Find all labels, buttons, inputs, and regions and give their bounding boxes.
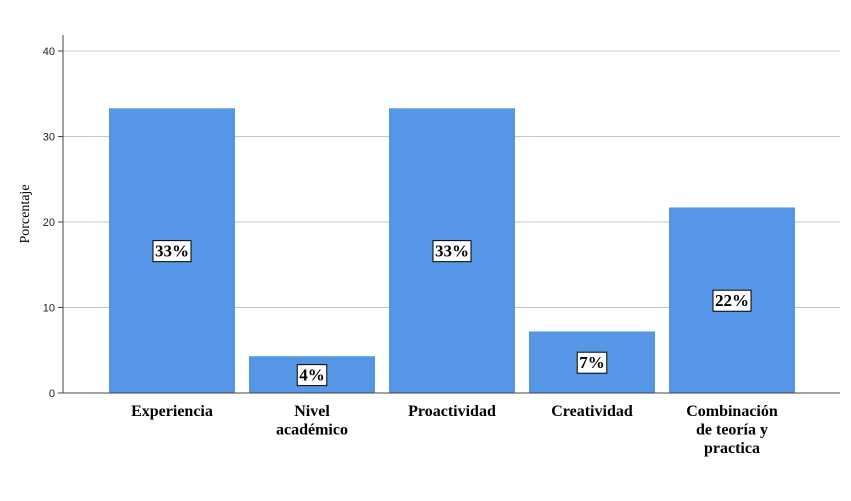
category-label: Proactividad: [408, 403, 496, 420]
category-label: Experiencia: [131, 403, 213, 420]
y-tick-label: 30: [43, 132, 55, 144]
category-label: de teoría y: [696, 422, 768, 439]
data-label: 7%: [576, 351, 608, 374]
data-label-text: 22%: [715, 291, 749, 310]
data-label: 33%: [152, 240, 192, 263]
data-label-text: 7%: [579, 353, 605, 372]
data-label-text: 33%: [155, 242, 189, 261]
category-label: Creatividad: [551, 403, 633, 420]
category-label: académico: [276, 422, 348, 439]
data-label-text: 4%: [299, 366, 325, 385]
data-labels: 33% 4% 33% 7% 22%: [152, 240, 752, 387]
category-label: Nivel: [294, 403, 330, 420]
data-label-box: [712, 289, 752, 312]
axes: [62, 35, 840, 394]
data-label: 4%: [296, 364, 328, 387]
category-label: practica: [704, 440, 760, 457]
data-label-box: [152, 240, 192, 263]
y-tick-label: 40: [43, 46, 55, 58]
y-tick-label: 0: [49, 388, 55, 400]
data-label-box: [296, 364, 328, 387]
data-label-box: [576, 351, 608, 374]
category-label: Combinación: [686, 403, 778, 420]
data-label-text: 33%: [435, 242, 469, 261]
y-tick-label: 20: [43, 217, 55, 229]
data-label-box: [432, 240, 472, 263]
category-labels: Experiencia Nivel académico Proactividad Cre…: [131, 403, 778, 457]
data-label: 22%: [712, 289, 752, 312]
y-axis-title: Porcentaje: [18, 184, 33, 243]
y-tick-labels: 0 10 20 30 40: [43, 46, 63, 400]
y-tick-label: 10: [43, 303, 55, 315]
data-label: 33%: [432, 240, 472, 263]
